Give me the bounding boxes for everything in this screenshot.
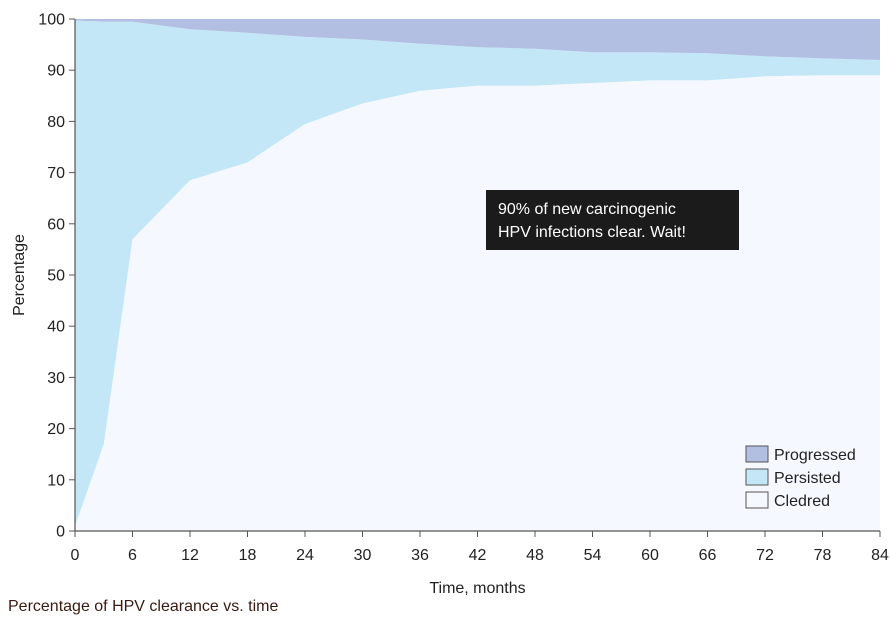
- y-tick-label: 50: [47, 268, 65, 285]
- x-ticks: 0 6 12 18 24 30 36 42 48 54 60 66 72 78 84: [71, 531, 889, 564]
- x-tick-label: 18: [239, 547, 257, 564]
- y-axis-label: Percentage: [11, 234, 28, 316]
- x-tick-label: 60: [641, 547, 659, 564]
- x-tick-label: 36: [411, 547, 429, 564]
- legend-swatch: [745, 468, 769, 486]
- x-tick-label: 66: [699, 547, 717, 564]
- legend-swatch: [745, 445, 769, 463]
- y-tick-label: 10: [47, 472, 65, 489]
- y-ticks: 0 10 20 30 40 50 60 70 80 90 100: [38, 12, 75, 541]
- annotation-background: [486, 190, 739, 250]
- y-tick-label: 40: [47, 319, 65, 336]
- x-tick-label: 12: [181, 547, 199, 564]
- y-tick-label: 100: [38, 12, 65, 29]
- x-axis-label: Time, months: [429, 580, 525, 597]
- x-tick-label: 54: [584, 547, 602, 564]
- annotation-line: 90% of new carcinogenic: [498, 201, 676, 218]
- area-progressed: [75, 19, 880, 60]
- x-tick-label: 84: [871, 547, 889, 564]
- annotation-box: 90% of new carcinogenic HPV infections c…: [486, 190, 739, 250]
- x-tick-label: 24: [296, 547, 314, 564]
- x-tick-label: 78: [814, 547, 832, 564]
- annotation-line: HPV infections clear. Wait!: [498, 224, 686, 241]
- y-tick-label: 60: [47, 216, 65, 233]
- legend-swatch: [745, 491, 769, 509]
- y-tick-label: 90: [47, 63, 65, 80]
- y-tick-label: 70: [47, 165, 65, 182]
- x-tick-label: 72: [756, 547, 774, 564]
- area-layers: [75, 19, 880, 532]
- x-tick-label: 30: [354, 547, 372, 564]
- y-tick-label: 20: [47, 421, 65, 438]
- legend-label: Persisted: [774, 470, 841, 487]
- x-tick-label: 42: [469, 547, 487, 564]
- legend-label: Cledred: [774, 493, 830, 510]
- area-cledred: [75, 75, 880, 532]
- y-tick-label: 0: [56, 524, 65, 541]
- x-tick-label: 6: [128, 547, 137, 564]
- x-tick-label: 48: [526, 547, 544, 564]
- legend-label: Progressed: [774, 447, 856, 464]
- y-tick-label: 80: [47, 114, 65, 131]
- figure-caption: Percentage of HPV clearance vs. time: [8, 598, 279, 615]
- x-tick-label: 0: [71, 547, 80, 564]
- y-tick-label: 30: [47, 370, 65, 387]
- legend: Progressed Persisted Cledred: [745, 445, 856, 510]
- area-persisted: [75, 20, 880, 526]
